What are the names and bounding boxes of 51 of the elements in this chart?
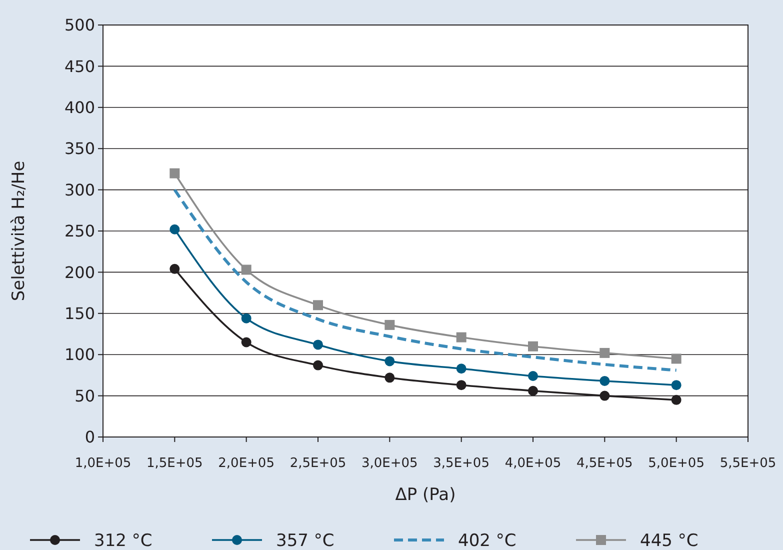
point: [528, 371, 538, 382]
legend-label: 312 °C: [94, 530, 152, 550]
point: [384, 372, 395, 383]
y-tick-label: 250: [64, 222, 95, 241]
point: [241, 264, 252, 275]
legend-label: 357 °C: [276, 530, 334, 550]
x-tick-label: 1,0E+05: [74, 456, 132, 471]
point: [313, 360, 323, 370]
point: [313, 300, 323, 310]
point: [671, 354, 682, 364]
x-tick-label: 2,5E+05: [290, 456, 346, 471]
legend-label: 445 °C: [640, 530, 698, 550]
point: [600, 376, 610, 386]
legend-label: 402 °C: [458, 530, 516, 550]
point: [170, 224, 180, 234]
y-tick-label: 200: [64, 262, 95, 282]
point: [456, 364, 466, 374]
point: [241, 337, 252, 348]
point: [528, 386, 538, 396]
point: [456, 332, 466, 342]
y-tick-label: 150: [64, 304, 95, 323]
point: [528, 341, 538, 352]
point: [456, 380, 466, 390]
y-tick-label: 350: [64, 139, 95, 158]
y-tick-label: 450: [64, 56, 95, 76]
y-tick-label: 0: [84, 428, 95, 447]
point: [241, 313, 252, 324]
point: [384, 320, 395, 330]
point: [313, 340, 323, 350]
y-tick-label: 300: [64, 180, 95, 200]
y-tick-label: 500: [64, 16, 95, 35]
x-tick-label: 3,0E+05: [362, 456, 418, 471]
point: [170, 168, 180, 178]
point: [600, 390, 610, 401]
x-tick-label: 2,0E+05: [218, 456, 274, 471]
y-tick-label: 100: [64, 345, 95, 364]
y-tick-label: 50: [74, 386, 95, 406]
y-tick-label: 400: [64, 98, 95, 117]
point: [170, 264, 180, 274]
point: [600, 348, 610, 358]
x-axis-title: ΔP (Pa): [395, 485, 456, 505]
point: [671, 380, 682, 390]
y-axis-title: Selettività H₂/He: [9, 160, 29, 302]
point: [384, 356, 395, 366]
x-tick-label: 1,5E+05: [146, 456, 203, 471]
point: [671, 394, 682, 405]
x-tick-label: 4,0E+05: [504, 456, 562, 471]
x-tick-label: 4,5E+05: [576, 456, 633, 471]
x-tick-label: 3,5E+05: [433, 456, 490, 471]
x-tick-label: 5,0E+05: [648, 456, 704, 471]
x-tick-label: 5,5E+05: [720, 456, 776, 471]
